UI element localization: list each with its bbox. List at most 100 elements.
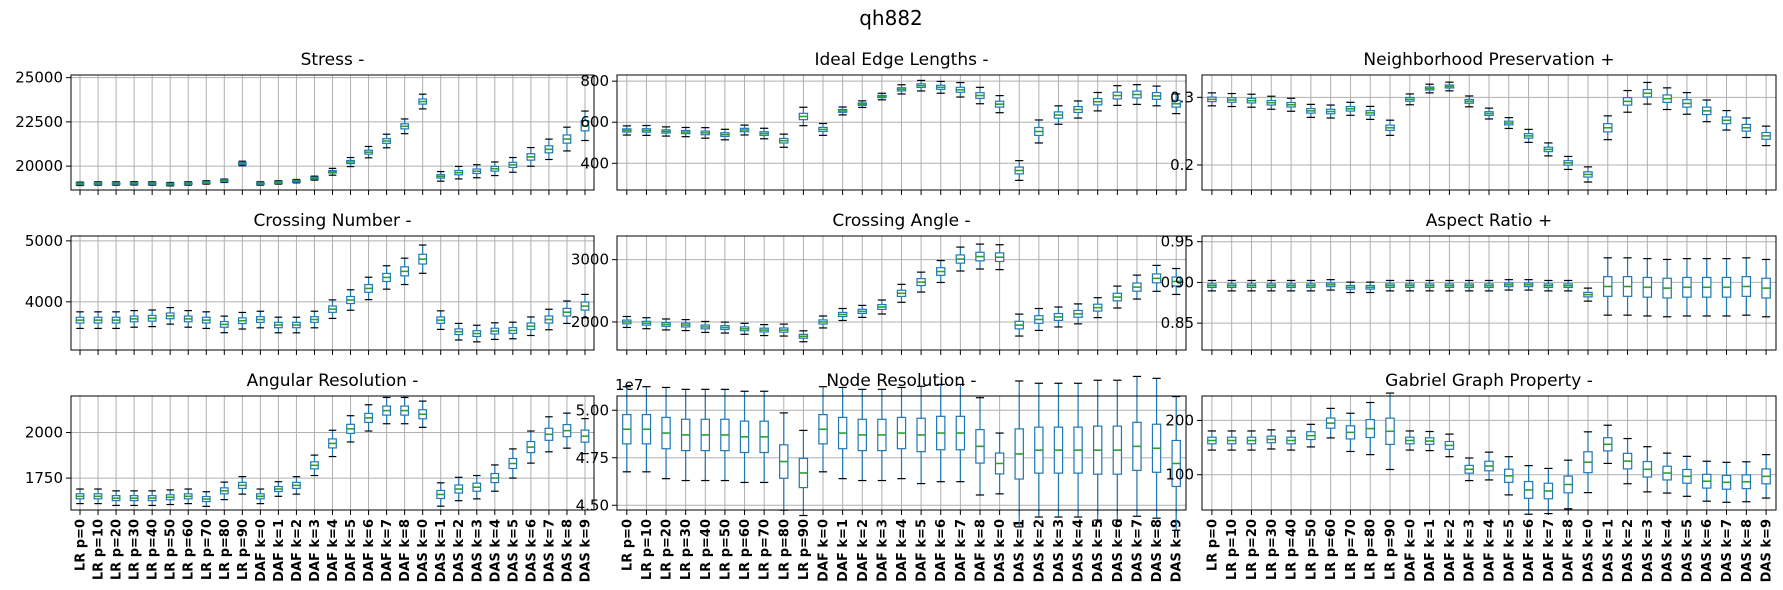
x-tick-label: LR p=30 <box>679 519 694 580</box>
box-15 <box>896 283 907 303</box>
box-21 <box>436 310 446 330</box>
box-7 <box>1325 279 1336 291</box>
subplot-title: Crossing Angle - <box>832 211 970 231</box>
y-tick-label: 3000 <box>571 251 609 269</box>
x-tick-label: DAS k=4 <box>1661 519 1676 582</box>
box-3 <box>661 126 671 137</box>
box-24 <box>1662 452 1672 494</box>
box-19 <box>400 396 410 425</box>
box-23 <box>1053 306 1064 328</box>
x-tick-label: DAF k=3 <box>875 519 890 582</box>
box-14 <box>877 92 887 101</box>
box-21 <box>1014 380 1024 528</box>
box-28 <box>1151 377 1162 519</box>
box-1 <box>1207 279 1217 292</box>
box-15 <box>328 429 337 458</box>
box-26 <box>1701 99 1712 123</box>
box-24 <box>490 322 500 340</box>
axes-frame <box>1201 74 1777 191</box>
x-tick-label: LR p=40 <box>699 519 714 580</box>
box-17 <box>364 276 373 301</box>
x-tick-label: DAS k=1 <box>1601 519 1616 582</box>
x-tick-label: DAS k=3 <box>1641 519 1656 582</box>
box-21 <box>1603 424 1613 465</box>
box-3 <box>1246 430 1257 451</box>
box-8 <box>1345 281 1356 294</box>
subplot-4: Crossing Number - 4000 5000 <box>25 211 595 355</box>
x-tick-label: DAS k=4 <box>1072 519 1087 582</box>
box-6 <box>165 489 175 506</box>
x-tick-label: LR p=10 <box>1225 519 1240 580</box>
box-12 <box>1424 430 1435 452</box>
box-22 <box>1034 382 1044 518</box>
box-20 <box>994 95 1005 114</box>
box-13 <box>292 178 301 184</box>
box-17 <box>1523 464 1534 515</box>
box-23 <box>1053 105 1064 125</box>
axes-frame <box>70 235 595 351</box>
box-3 <box>1246 93 1257 108</box>
x-tick-label: DAS k=2 <box>1032 519 1047 582</box>
box-6 <box>1306 279 1316 292</box>
box-3 <box>661 318 671 331</box>
box-15 <box>896 386 907 480</box>
box-18 <box>955 81 966 98</box>
box-10 <box>1385 279 1395 292</box>
box-15 <box>328 299 337 320</box>
box-11 <box>1405 430 1415 451</box>
x-tick-label: DAS k=4 <box>488 519 503 582</box>
box-24 <box>490 161 500 177</box>
box-8 <box>201 491 211 507</box>
box-26 <box>1701 460 1712 502</box>
y-tick-label: 100 <box>1165 466 1194 484</box>
box-16 <box>916 385 926 485</box>
axis-exponent-label: 1e7 <box>615 376 643 394</box>
box-13 <box>857 388 867 482</box>
box-27 <box>1721 109 1732 131</box>
box-10 <box>798 429 809 517</box>
box-15 <box>1484 279 1494 292</box>
x-tick-label: LR p=30 <box>1265 519 1280 580</box>
box-5 <box>1286 279 1296 292</box>
x-tick-label: LR p=80 <box>1364 519 1379 580</box>
box-22 <box>454 322 464 341</box>
y-tick-label: 2000 <box>571 313 609 331</box>
box-22 <box>1622 89 1633 113</box>
subplot-1: Stress - 20000 22500 25000 <box>15 50 595 195</box>
box-5 <box>147 490 157 507</box>
axes-frame <box>70 74 595 191</box>
box-28 <box>1151 264 1162 292</box>
y-tick-label: 4.75 <box>576 449 609 467</box>
box-10 <box>798 106 809 127</box>
y-tick-label: 4000 <box>25 293 63 311</box>
x-tick-label: DAS k=0 <box>993 519 1008 582</box>
box-20 <box>418 400 428 428</box>
box-12 <box>274 316 283 334</box>
box-2 <box>641 317 652 330</box>
box-24 <box>490 464 500 492</box>
x-tick-label: DAF k=4 <box>895 519 910 582</box>
x-tick-label: DAS k=3 <box>1052 519 1067 582</box>
box-27 <box>544 308 554 331</box>
box-26 <box>526 430 536 464</box>
x-tick-label: DAS k=8 <box>1740 519 1755 582</box>
axes-frame <box>70 395 595 511</box>
x-tick-label: LR p=60 <box>1324 519 1339 580</box>
x-tick-label: DAS k=1 <box>1013 519 1028 582</box>
box-16 <box>346 156 355 168</box>
y-tick-label: 800 <box>580 72 609 90</box>
box-17 <box>936 259 946 284</box>
subplot-3: Neighborhood Preservation + 0.2 0.3 <box>1170 50 1777 195</box>
x-tick-label: LR p=0 <box>74 519 89 571</box>
box-7 <box>183 310 193 328</box>
x-tick-label: DAF k=5 <box>1502 519 1517 582</box>
box-16 <box>916 79 926 92</box>
box-5 <box>147 181 157 186</box>
y-tick-label: 20000 <box>15 157 63 175</box>
box-29 <box>1761 454 1771 499</box>
box-19 <box>975 86 985 105</box>
box-3 <box>111 181 121 186</box>
box-27 <box>544 138 554 161</box>
x-tick-label: DAS k=0 <box>416 519 431 582</box>
box-26 <box>1112 285 1123 309</box>
